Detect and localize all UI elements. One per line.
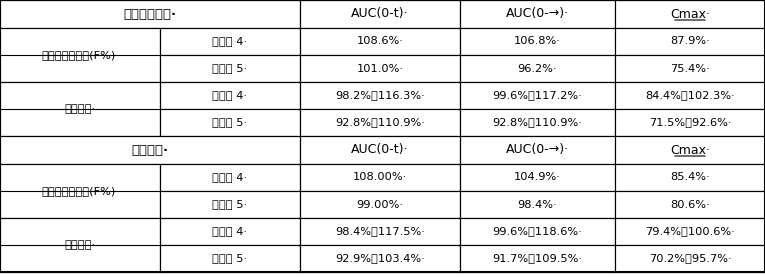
Bar [0, 218, 160, 272]
Bar [615, 0, 765, 28]
Bar [300, 164, 460, 191]
Bar [300, 191, 460, 218]
Text: 106.8%·: 106.8%· [514, 37, 561, 47]
Text: 实施例 5·: 实施例 5· [213, 253, 248, 263]
Text: 实施例 4·: 实施例 4· [213, 227, 248, 237]
Bar [0, 0, 300, 28]
Bar [460, 28, 615, 55]
Bar [0, 136, 300, 164]
Text: 79.4%～100.6%·: 79.4%～100.6%· [645, 227, 735, 237]
Bar [460, 245, 615, 272]
Text: 108.6%·: 108.6%· [356, 37, 403, 47]
Bar [160, 218, 300, 245]
Bar [460, 218, 615, 245]
Bar [460, 191, 615, 218]
Text: 70.2%～95.7%·: 70.2%～95.7%· [649, 253, 731, 263]
Bar [160, 82, 300, 109]
Text: 96.2%·: 96.2%· [518, 63, 557, 73]
Bar [615, 245, 765, 272]
Bar [615, 136, 765, 164]
Text: AUC(0-→)·: AUC(0-→)· [506, 143, 569, 157]
Text: 99.6%～118.6%·: 99.6%～118.6%· [493, 227, 582, 237]
Bar [300, 82, 460, 109]
Text: 实施例 4·: 实施例 4· [213, 37, 248, 47]
Bar [300, 136, 460, 164]
Bar [460, 164, 615, 191]
Text: AUC(0-t)·: AUC(0-t)· [351, 143, 409, 157]
Text: 92.9%～103.4%·: 92.9%～103.4%· [335, 253, 425, 263]
Text: 87.9%·: 87.9%· [670, 37, 710, 47]
Bar [160, 164, 300, 191]
Text: 91.7%～109.5%·: 91.7%～109.5%· [493, 253, 582, 263]
Text: 置信区间·: 置信区间· [64, 104, 96, 114]
Text: Cmax·: Cmax· [670, 7, 710, 20]
Bar [615, 28, 765, 55]
Text: 71.5%～92.6%·: 71.5%～92.6%· [649, 117, 731, 127]
Bar [300, 0, 460, 28]
Bar [460, 109, 615, 136]
Text: Cmax·: Cmax· [670, 143, 710, 157]
Text: 92.8%～110.9%·: 92.8%～110.9%· [493, 117, 582, 127]
Text: 99.00%·: 99.00%· [356, 199, 403, 209]
Bar [160, 55, 300, 82]
Text: 84.4%～102.3%·: 84.4%～102.3%· [645, 91, 735, 101]
Bar [615, 82, 765, 109]
Text: 101.0%·: 101.0%· [356, 63, 403, 73]
Bar [160, 245, 300, 272]
Text: 实施例 4·: 实施例 4· [213, 173, 248, 183]
Text: AUC(0-→)·: AUC(0-→)· [506, 7, 569, 20]
Bar [460, 0, 615, 28]
Bar [460, 136, 615, 164]
Bar [0, 164, 160, 218]
Bar [160, 191, 300, 218]
Text: 实施例 4·: 实施例 4· [213, 91, 248, 101]
Text: 108.00%·: 108.00%· [353, 173, 407, 183]
Text: 92.8%～110.9%·: 92.8%～110.9%· [335, 117, 425, 127]
Text: 98.4%～117.5%·: 98.4%～117.5%· [335, 227, 425, 237]
Bar [300, 28, 460, 55]
Bar [615, 109, 765, 136]
Bar [615, 164, 765, 191]
Text: 实施例 5·: 实施例 5· [213, 117, 248, 127]
Bar [300, 109, 460, 136]
Text: 实施例 5·: 实施例 5· [213, 63, 248, 73]
Text: 104.9%·: 104.9%· [514, 173, 561, 183]
Bar [160, 109, 300, 136]
Text: 置信区间·: 置信区间· [64, 240, 96, 250]
Text: 餐前空腹实验·: 餐前空腹实验· [123, 7, 177, 20]
Bar [615, 191, 765, 218]
Bar [160, 28, 300, 55]
Text: 餐后实验·: 餐后实验· [132, 143, 168, 157]
Text: 相对生物利用度(F%)·: 相对生物利用度(F%)· [41, 186, 119, 196]
Bar [460, 82, 615, 109]
Bar [0, 28, 160, 82]
Text: 99.6%～117.2%·: 99.6%～117.2%· [493, 91, 582, 101]
Bar [460, 55, 615, 82]
Bar [300, 218, 460, 245]
Bar [615, 55, 765, 82]
Bar [0, 82, 160, 136]
Text: 相对生物利用度(F%)·: 相对生物利用度(F%)· [41, 50, 119, 60]
Text: 85.4%·: 85.4%· [670, 173, 710, 183]
Text: AUC(0-t)·: AUC(0-t)· [351, 7, 409, 20]
Bar [300, 245, 460, 272]
Text: 98.4%·: 98.4%· [518, 199, 558, 209]
Text: 98.2%～116.3%·: 98.2%～116.3%· [335, 91, 425, 101]
Text: 75.4%·: 75.4%· [670, 63, 710, 73]
Bar [615, 218, 765, 245]
Bar [300, 55, 460, 82]
Text: 80.6%·: 80.6%· [670, 199, 710, 209]
Text: 实施例 5·: 实施例 5· [213, 199, 248, 209]
